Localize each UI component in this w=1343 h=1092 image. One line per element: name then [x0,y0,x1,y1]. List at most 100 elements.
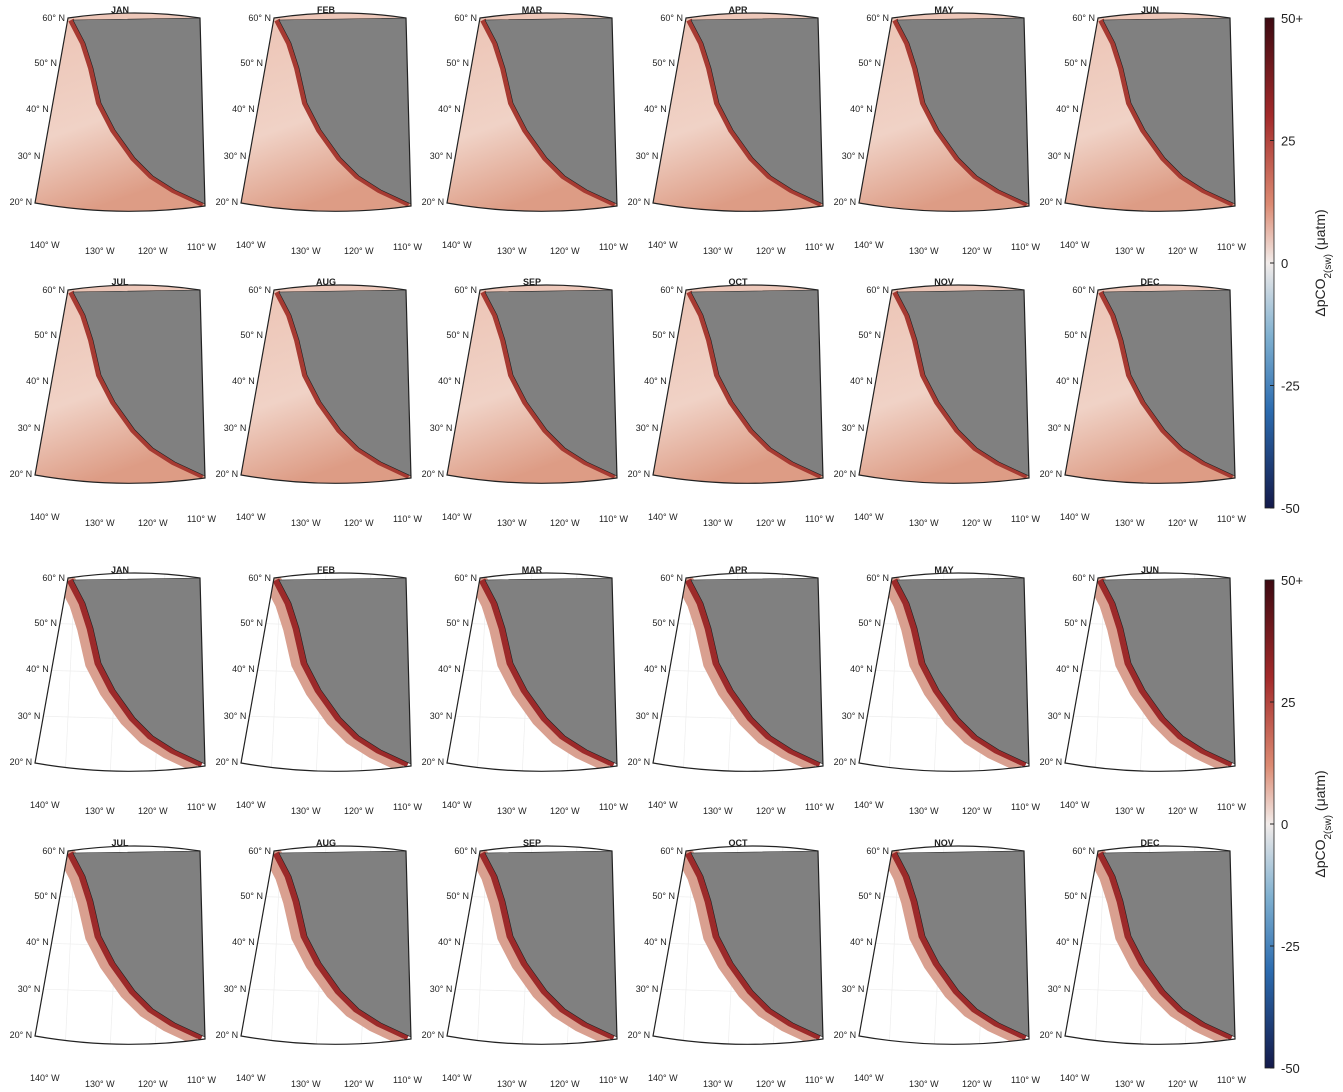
land [896,289,1029,481]
map-body [447,13,617,212]
lon-label: 130° W [703,806,733,816]
lon-label: 140° W [854,800,884,810]
coastal-band [1098,18,1235,207]
lat-label: 40° N [850,376,873,386]
coastal-band [686,290,823,479]
lat-label: 60° N [660,573,683,583]
lat-label: 30° N [224,984,247,994]
lat-label: 50° N [34,58,57,68]
map-panel: AUG 60° N 50° N 40° N 30° N 20° N 140° W 130° W… [216,277,423,528]
lon-label: 140° W [442,240,472,250]
lat-label: 50° N [240,618,263,628]
lat-label: 30° N [430,423,453,433]
map-body [1065,846,1235,1045]
panel-title: OCT [729,838,749,848]
lat-label: 20° N [834,197,857,207]
map-body [35,573,205,772]
map-frame [858,12,1030,212]
label-sub: 2(sw) [1323,815,1334,839]
lat-label: 30° N [430,984,453,994]
lon-label: 120° W [962,1079,992,1089]
lat-label: 50° N [1064,891,1087,901]
lon-label: 140° W [1060,800,1090,810]
map-body [1065,13,1235,212]
lat-label: 60° N [248,573,271,583]
lat-label: 40° N [438,104,461,114]
lat-label: 40° N [438,937,461,947]
coastal-band [684,578,822,768]
lat-label: 30° N [842,984,865,994]
lat-label: 60° N [660,846,683,856]
lat-label: 20° N [10,1030,33,1040]
lon-label: 120° W [1168,1079,1198,1089]
lat-label: 20° N [10,469,33,479]
lon-label: 130° W [909,806,939,816]
lat-label: 20° N [10,757,33,767]
lon-label: 110° W [1217,514,1246,524]
lon-label: 130° W [291,806,321,816]
lon-label: 120° W [344,806,374,816]
lat-label: 50° N [240,891,263,901]
lon-label: 130° W [497,1079,527,1089]
lon-label: 110° W [393,1075,422,1085]
colorbar-tick-label: -50 [1281,501,1300,516]
lat-label: 60° N [454,573,477,583]
lat-label: 60° N [866,573,889,583]
lat-label: 20° N [422,197,445,207]
lat-label: 40° N [26,664,49,674]
map-panel: APR 60° N 50° N 40° N 30° N 20° N 140° W 130° W… [628,5,835,256]
map-body [35,846,205,1045]
panel-title: NOV [934,277,954,287]
coastal-band [272,578,410,768]
map-body [35,13,205,212]
colorbar-tick-label: 0 [1281,817,1288,832]
lat-label: 30° N [842,151,865,161]
coastal-band [274,290,411,479]
map-panel: APR 60° N 50° N 40° N 30° N 20° N 140° W 130° W… [628,565,835,816]
map-frame [652,845,824,1045]
land [278,289,411,481]
lat-label: 40° N [644,104,667,114]
map-frame [34,12,206,212]
land [896,850,1029,1042]
lat-label: 60° N [866,285,889,295]
panel-title: MAY [934,5,953,15]
map-body [447,846,617,1045]
lon-label: 140° W [854,1073,884,1083]
lat-label: 30° N [18,151,41,161]
lon-label: 110° W [187,802,216,812]
lon-label: 120° W [138,518,168,528]
colorbar: 50+ 25 0 -25 -50 ΔpCO2(sw) (μatm) [1264,573,1334,1076]
lon-label: 140° W [30,800,60,810]
lat-label: 50° N [652,618,675,628]
map-panel: JUN 60° N 50° N 40° N 30° N 20° N 140° W 130° W… [1040,565,1247,816]
map-frame [240,572,412,772]
lon-label: 140° W [648,800,678,810]
lon-label: 110° W [1011,242,1040,252]
colorbar-tick-label: 0 [1281,256,1288,271]
lat-label: 50° N [446,330,469,340]
map-body [653,573,823,772]
lon-label: 140° W [236,240,266,250]
lon-label: 140° W [1060,240,1090,250]
lon-label: 130° W [1115,1079,1145,1089]
land [896,17,1029,209]
lat-label: 40° N [644,376,667,386]
lat-label: 50° N [652,330,675,340]
lon-label: 130° W [703,246,733,256]
lat-label: 40° N [1056,664,1079,674]
map-panel: JAN 60° N 50° N 40° N 30° N 20° N 140° W 130° W… [10,565,217,816]
lat-label: 30° N [430,151,453,161]
coastal-band [1096,578,1234,768]
map-body [241,573,411,772]
panel-title: FEB [317,5,336,15]
lon-label: 120° W [962,518,992,528]
lat-label: 40° N [1056,104,1079,114]
lon-label: 140° W [442,1073,472,1083]
panel-title: JAN [111,565,129,575]
lon-label: 120° W [756,1079,786,1089]
map-frame [446,572,618,772]
map-panel: FEB 60° N 50° N 40° N 30° N 20° N 140° W 130° W… [216,5,423,256]
land [1102,850,1235,1042]
lat-label: 60° N [1072,846,1095,856]
